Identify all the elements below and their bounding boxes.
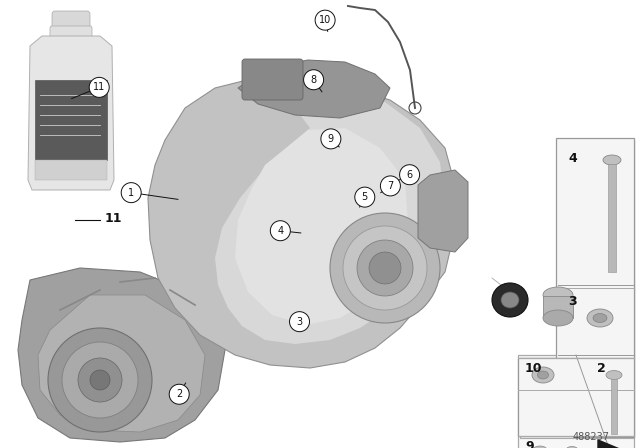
Ellipse shape: [606, 370, 622, 379]
Polygon shape: [238, 60, 390, 118]
Circle shape: [121, 183, 141, 202]
Text: 11: 11: [105, 211, 122, 224]
Ellipse shape: [538, 371, 548, 379]
FancyBboxPatch shape: [520, 358, 634, 436]
FancyBboxPatch shape: [520, 358, 596, 436]
Polygon shape: [148, 78, 455, 368]
Circle shape: [369, 252, 401, 284]
Text: 9: 9: [328, 134, 334, 144]
Ellipse shape: [543, 310, 573, 326]
Polygon shape: [28, 36, 114, 190]
Polygon shape: [18, 268, 225, 442]
Polygon shape: [235, 128, 408, 325]
Polygon shape: [598, 440, 634, 448]
Text: 3: 3: [568, 295, 577, 308]
Text: 10: 10: [525, 362, 543, 375]
Ellipse shape: [532, 367, 554, 383]
Text: 10: 10: [319, 15, 332, 25]
FancyBboxPatch shape: [558, 288, 634, 358]
Circle shape: [303, 70, 324, 90]
Circle shape: [289, 312, 310, 332]
Polygon shape: [418, 170, 468, 252]
FancyBboxPatch shape: [520, 358, 596, 436]
Ellipse shape: [566, 447, 578, 448]
Circle shape: [357, 240, 413, 296]
FancyBboxPatch shape: [52, 11, 90, 33]
FancyBboxPatch shape: [518, 358, 634, 436]
Circle shape: [169, 384, 189, 404]
Circle shape: [78, 358, 122, 402]
Text: 7: 7: [387, 181, 394, 191]
Text: 9: 9: [525, 440, 534, 448]
Circle shape: [399, 165, 420, 185]
FancyBboxPatch shape: [611, 379, 617, 434]
Circle shape: [355, 187, 375, 207]
FancyBboxPatch shape: [50, 26, 92, 48]
Circle shape: [343, 226, 427, 310]
FancyBboxPatch shape: [608, 164, 616, 272]
FancyBboxPatch shape: [558, 140, 634, 288]
Ellipse shape: [533, 446, 547, 448]
Text: 1: 1: [128, 188, 134, 198]
Ellipse shape: [501, 292, 519, 308]
Polygon shape: [215, 82, 445, 344]
FancyBboxPatch shape: [518, 355, 634, 437]
Polygon shape: [38, 295, 205, 432]
FancyBboxPatch shape: [558, 140, 634, 355]
Text: 6: 6: [406, 170, 413, 180]
Circle shape: [330, 213, 440, 323]
FancyBboxPatch shape: [520, 358, 596, 438]
Ellipse shape: [492, 283, 528, 317]
Text: 11: 11: [93, 82, 106, 92]
Text: 488237: 488237: [573, 432, 610, 442]
FancyBboxPatch shape: [556, 138, 634, 358]
FancyBboxPatch shape: [242, 59, 303, 100]
FancyBboxPatch shape: [543, 296, 573, 318]
Ellipse shape: [587, 309, 613, 327]
FancyBboxPatch shape: [518, 436, 634, 448]
Circle shape: [89, 78, 109, 97]
Circle shape: [48, 328, 152, 432]
Text: 4: 4: [277, 226, 284, 236]
Ellipse shape: [593, 314, 607, 323]
Text: 5: 5: [362, 192, 368, 202]
Ellipse shape: [543, 287, 573, 303]
Circle shape: [62, 342, 138, 418]
FancyBboxPatch shape: [596, 288, 634, 438]
FancyBboxPatch shape: [35, 160, 107, 180]
FancyBboxPatch shape: [35, 80, 107, 160]
Ellipse shape: [603, 155, 621, 165]
Circle shape: [321, 129, 341, 149]
Text: 3: 3: [296, 317, 303, 327]
Circle shape: [380, 176, 401, 196]
Text: 4: 4: [568, 152, 577, 165]
Circle shape: [315, 10, 335, 30]
Text: 2: 2: [597, 362, 605, 375]
Circle shape: [90, 370, 110, 390]
Text: 8: 8: [310, 75, 317, 85]
Circle shape: [270, 221, 291, 241]
Text: 2: 2: [176, 389, 182, 399]
